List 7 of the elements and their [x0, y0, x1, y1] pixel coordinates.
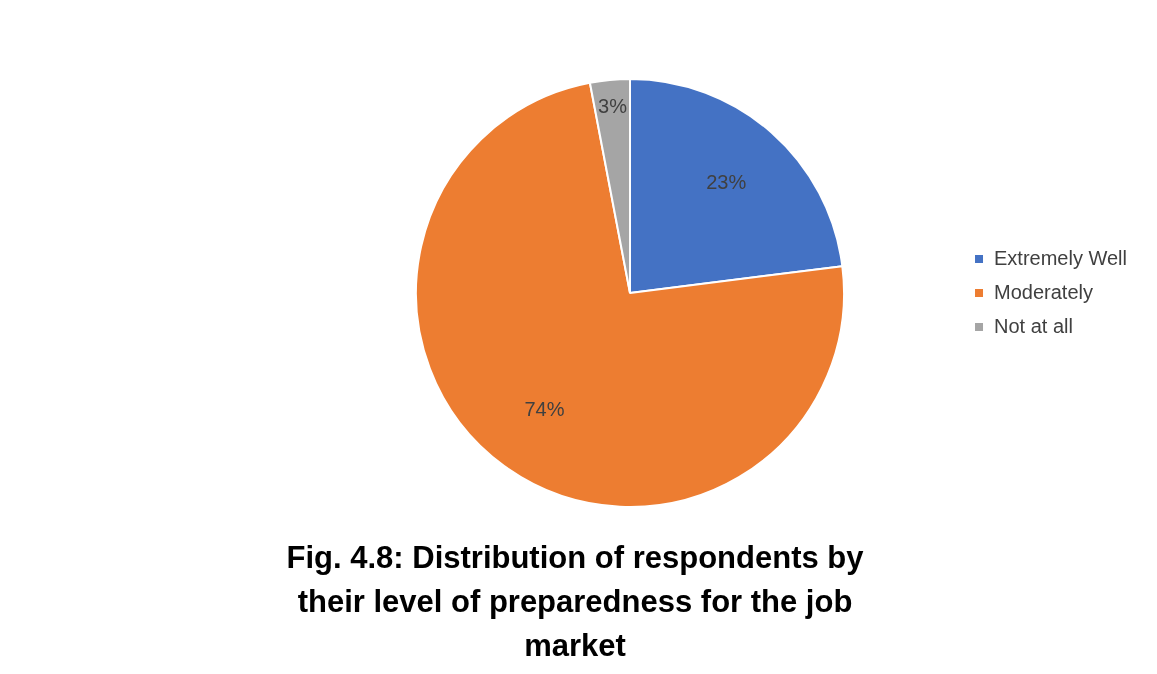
- legend-label: Moderately: [994, 280, 1093, 303]
- legend-label: Extremely Well: [994, 246, 1128, 269]
- legend-label: Not at all: [994, 314, 1073, 337]
- data-label: 23%: [706, 171, 747, 194]
- data-label: 74%: [524, 398, 565, 421]
- data-label: 3%: [598, 95, 628, 118]
- text: Fig. 4.8: Distribution of respondents by their level of preparedness for the job market: [285, 539, 865, 665]
